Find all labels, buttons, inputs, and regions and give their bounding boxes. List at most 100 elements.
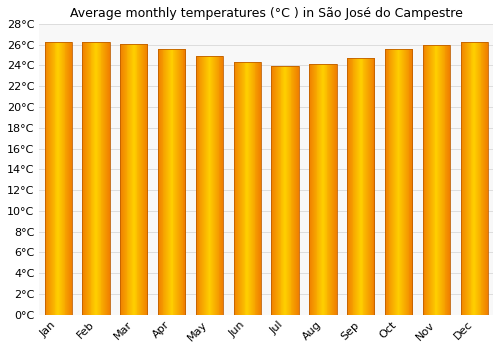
Bar bbox=[475, 42, 476, 315]
Bar bbox=[254, 62, 255, 315]
Bar bbox=[59, 42, 60, 315]
Bar bbox=[250, 62, 252, 315]
Bar bbox=[478, 42, 480, 315]
Bar bbox=[358, 58, 360, 315]
Bar bbox=[184, 49, 186, 315]
Bar bbox=[388, 49, 390, 315]
Bar bbox=[170, 49, 171, 315]
Bar bbox=[460, 42, 462, 315]
Bar bbox=[364, 58, 366, 315]
Bar bbox=[477, 42, 478, 315]
Bar bbox=[295, 66, 296, 315]
Bar bbox=[328, 64, 330, 315]
Bar bbox=[213, 56, 214, 315]
Bar bbox=[470, 42, 471, 315]
Bar bbox=[359, 58, 360, 315]
Bar bbox=[404, 49, 406, 315]
Bar bbox=[348, 58, 350, 315]
Bar bbox=[238, 62, 240, 315]
Bar bbox=[180, 49, 182, 315]
Bar bbox=[422, 45, 424, 315]
Bar bbox=[121, 44, 122, 315]
Bar bbox=[446, 45, 448, 315]
Bar bbox=[272, 66, 298, 315]
Bar bbox=[350, 58, 351, 315]
Bar bbox=[179, 49, 180, 315]
Bar bbox=[422, 45, 450, 315]
Bar bbox=[318, 64, 320, 315]
Bar bbox=[196, 56, 223, 315]
Bar bbox=[467, 42, 468, 315]
Bar bbox=[96, 42, 98, 315]
Bar bbox=[214, 56, 216, 315]
Bar bbox=[388, 49, 389, 315]
Bar bbox=[123, 44, 124, 315]
Bar bbox=[177, 49, 178, 315]
Bar bbox=[426, 45, 428, 315]
Bar bbox=[130, 44, 132, 315]
Bar bbox=[277, 66, 278, 315]
Bar bbox=[141, 44, 142, 315]
Bar bbox=[107, 42, 108, 315]
Bar bbox=[310, 64, 312, 315]
Bar bbox=[82, 42, 110, 315]
Bar bbox=[276, 66, 278, 315]
Bar bbox=[222, 56, 224, 315]
Bar bbox=[280, 66, 282, 315]
Bar bbox=[159, 49, 160, 315]
Bar bbox=[126, 44, 128, 315]
Bar bbox=[354, 58, 356, 315]
Bar bbox=[248, 62, 250, 315]
Bar bbox=[434, 45, 436, 315]
Bar bbox=[336, 64, 337, 315]
Bar bbox=[244, 62, 245, 315]
Bar bbox=[323, 64, 324, 315]
Bar bbox=[298, 66, 299, 315]
Bar bbox=[131, 44, 132, 315]
Bar bbox=[98, 42, 100, 315]
Bar bbox=[208, 56, 210, 315]
Bar bbox=[288, 66, 290, 315]
Bar bbox=[239, 62, 240, 315]
Bar bbox=[441, 45, 442, 315]
Bar bbox=[332, 64, 334, 315]
Bar bbox=[52, 42, 53, 315]
Bar bbox=[82, 42, 84, 315]
Bar bbox=[56, 42, 58, 315]
Bar bbox=[218, 56, 220, 315]
Bar bbox=[324, 64, 325, 315]
Bar bbox=[444, 45, 445, 315]
Bar bbox=[406, 49, 407, 315]
Bar bbox=[480, 42, 481, 315]
Bar bbox=[274, 66, 276, 315]
Bar bbox=[246, 62, 248, 315]
Bar bbox=[357, 58, 358, 315]
Bar bbox=[408, 49, 409, 315]
Bar bbox=[442, 45, 444, 315]
Bar bbox=[356, 58, 358, 315]
Bar bbox=[314, 64, 316, 315]
Bar bbox=[286, 66, 288, 315]
Bar bbox=[46, 42, 48, 315]
Bar bbox=[200, 56, 201, 315]
Bar bbox=[275, 66, 276, 315]
Bar bbox=[158, 49, 160, 315]
Bar bbox=[98, 42, 99, 315]
Bar bbox=[66, 42, 67, 315]
Bar bbox=[278, 66, 279, 315]
Bar bbox=[369, 58, 370, 315]
Bar bbox=[259, 62, 260, 315]
Bar bbox=[410, 49, 412, 315]
Bar bbox=[386, 49, 387, 315]
Bar bbox=[62, 42, 63, 315]
Bar bbox=[128, 44, 130, 315]
Bar bbox=[392, 49, 394, 315]
Bar bbox=[44, 42, 46, 315]
Bar bbox=[133, 44, 134, 315]
Bar bbox=[202, 56, 203, 315]
Bar bbox=[134, 44, 135, 315]
Bar bbox=[367, 58, 368, 315]
Bar bbox=[220, 56, 222, 315]
Bar bbox=[429, 45, 430, 315]
Bar bbox=[160, 49, 161, 315]
